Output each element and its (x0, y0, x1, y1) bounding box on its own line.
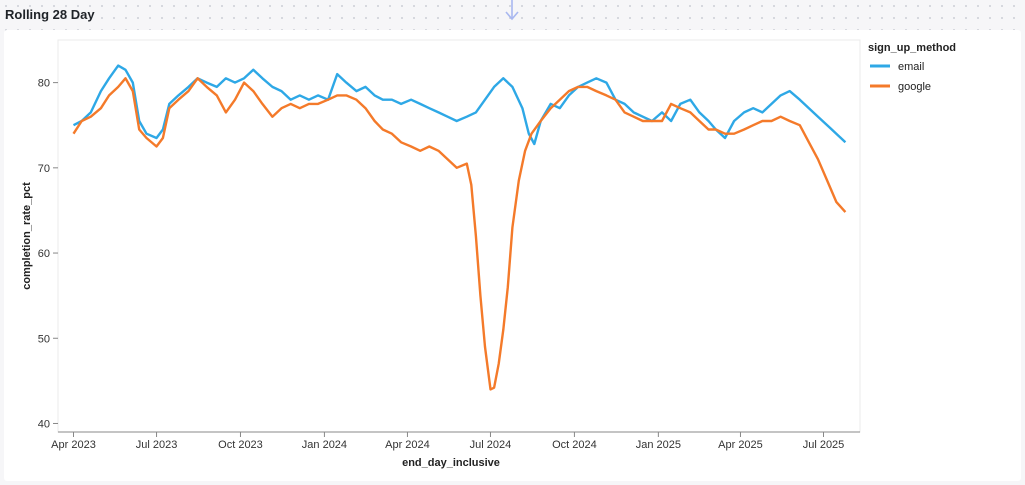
x-tick-label: Apr 2024 (385, 439, 430, 451)
x-tick-label: Apr 2025 (718, 439, 763, 451)
x-tick-label: Jul 2023 (136, 439, 178, 451)
x-tick-label: Oct 2024 (552, 439, 597, 451)
x-axis-title: end_day_inclusive (402, 457, 500, 469)
series-line-google (72, 77, 847, 391)
y-tick-label: 40 (38, 418, 50, 430)
x-axis: Apr 2023 Jul 2023 Oct 2023 Jan 2024 Apr 2024… (51, 431, 860, 451)
series-line-email (72, 64, 847, 146)
y-tick-label: 50 (38, 333, 50, 345)
plot-area (57, 39, 861, 433)
x-tick-label: Jan 2025 (636, 439, 681, 451)
x-tick-label: Jan 2024 (302, 439, 347, 451)
legend-label-google: google (898, 81, 931, 93)
y-axis-title: completion_rate_pct (21, 182, 33, 290)
x-tick-label: Oct 2023 (218, 439, 263, 451)
x-tick-label: Apr 2023 (51, 439, 96, 451)
legend: sign_up_method email google (868, 42, 956, 93)
x-tick-label: Jul 2024 (470, 439, 512, 451)
legend-title: sign_up_method (868, 42, 956, 54)
arrow-down-icon (504, 0, 520, 27)
series-lines (72, 64, 847, 391)
y-tick-label: 60 (38, 248, 50, 260)
panel-title: Rolling 28 Day (5, 7, 95, 22)
legend-label-email: email (898, 61, 924, 73)
x-tick-label: Jul 2025 (803, 439, 845, 451)
y-tick-label: 80 (38, 78, 50, 90)
y-tick-label: 70 (38, 163, 50, 175)
y-axis: 40 50 60 70 80 (38, 78, 58, 430)
